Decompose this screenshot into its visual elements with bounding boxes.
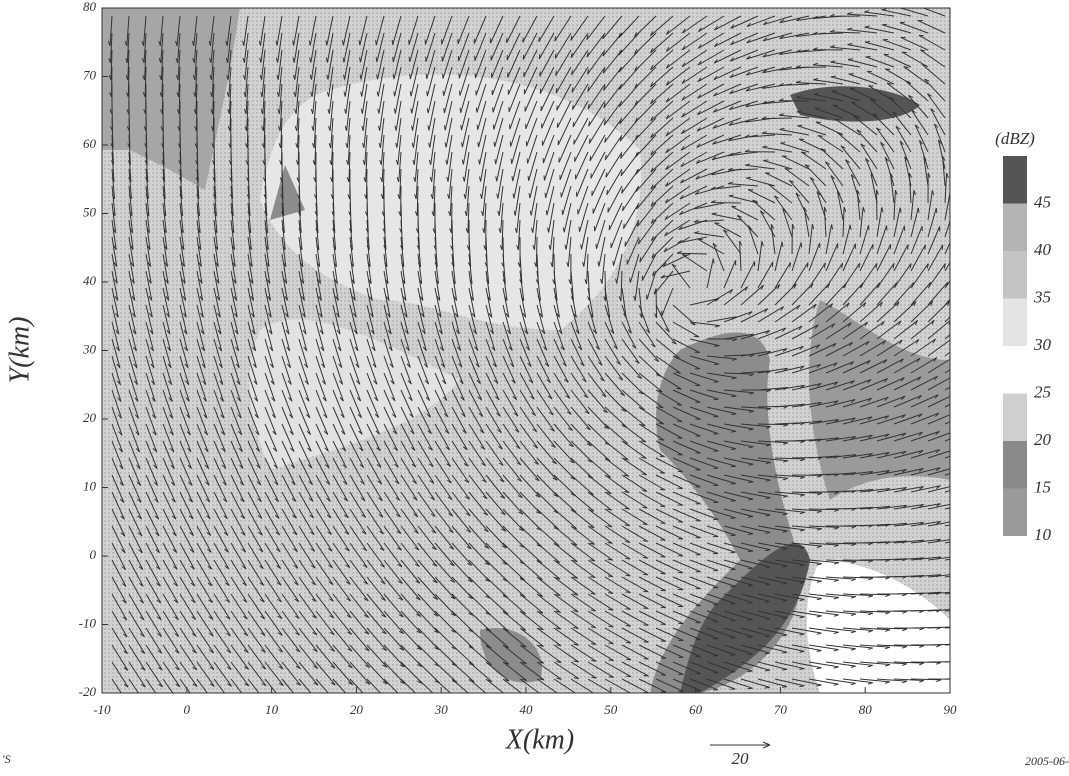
colorbar-tick-label: 20 [1034,430,1052,449]
colorbar-tick-label: 45 [1034,192,1051,211]
x-axis-label: X(km) [505,724,574,755]
x-tick-label: 30 [434,702,449,717]
y-tick-label: -20 [79,684,97,699]
x-tick-label: 0 [184,702,191,717]
colorbar-label: (dBZ) [995,129,1035,148]
colorbar-tick-label: 40 [1034,240,1052,259]
y-tick-label: 10 [83,478,97,493]
reference-vector-label: 20 [732,749,750,768]
x-tick-label: 80 [859,702,873,717]
y-tick-label: 70 [83,67,97,82]
colorbar-segment [1003,299,1027,347]
y-tick-label: 30 [82,341,97,356]
colorbar-segment [1003,204,1027,252]
x-tick-label: 70 [774,702,788,717]
colorbar-tick-label: 30 [1033,335,1052,354]
reflectivity-field [102,5,975,704]
colorbar-segment [1003,346,1027,394]
x-tick-label: -10 [93,702,111,717]
y-tick-label: 80 [83,0,97,14]
colorbar-tick-label: 25 [1034,382,1051,401]
y-tick-label: 40 [83,273,97,288]
x-tick-label: 60 [689,702,703,717]
y-tick-label: 50 [83,204,97,219]
chart: X(km) Y(km) (dBZ) 20 'S 2005-06- -10 0 10 2… [0,0,1069,771]
footer-right: 2005-06- [1025,754,1069,768]
colorbar-tick-label: 15 [1034,477,1051,496]
colorbar-segment [1003,156,1027,204]
y-tick-label: 60 [83,136,97,151]
y-tick-label: 20 [83,410,97,425]
colorbar-tick-label: 10 [1034,525,1052,544]
colorbar-segment [1003,489,1027,537]
colorbar-segment [1003,441,1027,489]
x-tick-label: 50 [604,702,618,717]
y-axis-label: Y(km) [4,317,35,384]
y-tick-label: -10 [79,615,97,630]
x-tick-label: 10 [265,702,279,717]
x-tick-label: 40 [520,702,534,717]
colorbar-tick-label: 35 [1033,287,1051,306]
footer-left: 'S [2,752,11,766]
x-tick-label: 90 [944,702,958,717]
colorbar-segment [1003,394,1027,442]
colorbar-segment [1003,251,1027,299]
y-tick-label: 0 [90,547,97,562]
x-tick-label: 20 [350,702,364,717]
